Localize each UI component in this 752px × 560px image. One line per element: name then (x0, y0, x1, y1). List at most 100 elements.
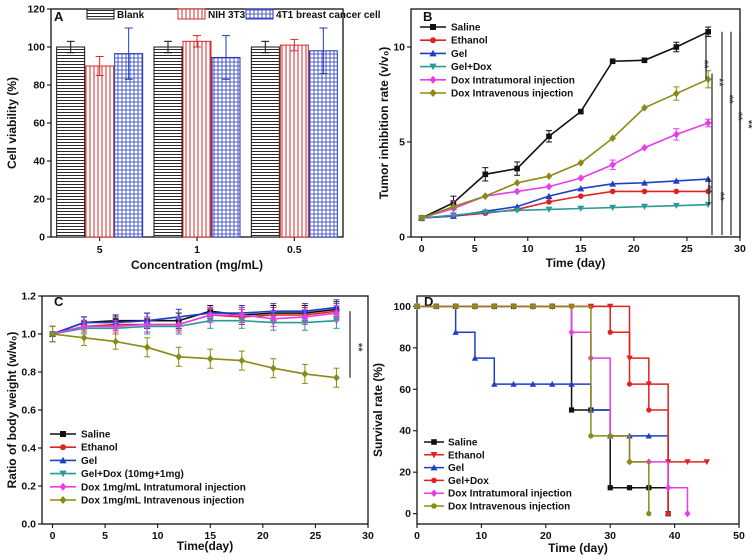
data-point-marker (609, 134, 616, 142)
bar-4t1 (211, 56, 241, 238)
series-line (421, 190, 709, 219)
legend-swatch (177, 8, 206, 20)
series-line (421, 31, 709, 219)
y-tick-label: 80 (399, 342, 411, 354)
x-tick-label: 25 (681, 243, 693, 255)
data-point-marker (672, 202, 680, 210)
data-point-marker (112, 322, 119, 331)
data-point-marker (481, 209, 489, 216)
y-tick-label: 0.4 (21, 443, 36, 455)
data-point-marker (673, 188, 680, 195)
legend-label: Gel+Dox (451, 62, 492, 73)
y-axis-title: Ratio of body weight (w/w₀) (5, 332, 19, 489)
data-point-marker (588, 433, 594, 439)
y-tick-label: 60 (399, 384, 411, 396)
data-point-marker (430, 489, 438, 497)
legend-label: Gel (451, 49, 467, 60)
data-point-marker (641, 203, 648, 210)
data-point-marker (684, 510, 691, 518)
data-point-marker (641, 104, 648, 112)
legend-label: NIH 3T3 cell (208, 10, 265, 21)
y-tick-label: 0.0 (21, 519, 36, 531)
data-point-marker (673, 130, 680, 139)
data-point-marker (704, 201, 712, 209)
panel-d-survival-chart: 0 10 20 30 40 50 0 20 40 60 80 100 Time (day) Surviva… (371, 294, 745, 555)
data-point-marker (431, 503, 437, 509)
plot-frame (416, 295, 740, 525)
legend-label: Gel+Dox (10mg+1mg) (81, 469, 184, 480)
data-point-marker (529, 380, 537, 387)
y-tick-label: 100 (27, 42, 45, 54)
legend-label: Blank (117, 10, 145, 21)
data-point-marker (270, 315, 277, 323)
x-tick-label: 0 (50, 530, 56, 542)
data-point-marker (430, 452, 438, 459)
x-tick-label: 25 (310, 530, 322, 542)
x-tick-label: 15 (575, 243, 587, 255)
data-point-marker (609, 188, 616, 195)
data-point-marker (143, 320, 151, 329)
x-tick-label: 15 (204, 530, 216, 542)
data-point-marker (206, 311, 214, 319)
bar-blank (56, 46, 86, 238)
data-point-marker (568, 303, 575, 309)
x-tick-label: 20 (257, 530, 269, 542)
data-point-marker (418, 214, 425, 222)
x-tick-label: 10 (152, 530, 164, 542)
data-point-marker (333, 373, 340, 382)
data-point-marker (60, 444, 66, 451)
x-tick-label: 1 (194, 244, 200, 256)
legend-label: Saline (448, 438, 478, 449)
data-point-marker (641, 143, 648, 152)
data-point-marker (270, 364, 277, 372)
data-point-marker (626, 459, 633, 465)
data-point-marker (143, 343, 151, 352)
legend-label: Ethanol (81, 443, 118, 454)
data-point-marker (510, 303, 517, 309)
y-tick-label: 0.6 (21, 405, 36, 417)
bar-nih3t3 (279, 44, 309, 238)
data-point-marker (546, 199, 552, 205)
y-tick-label: 20 (399, 467, 411, 479)
y-tick-label: 1.0 (21, 329, 36, 341)
x-tick-label: 10 (476, 530, 488, 542)
y-tick-label: 0 (405, 508, 411, 520)
series-line (421, 78, 709, 219)
x-tick-label: 50 (733, 530, 745, 542)
data-point-marker (333, 309, 340, 317)
y-tick-label: 1.2 (21, 291, 36, 303)
data-point-marker (673, 44, 680, 50)
data-point-marker (175, 353, 183, 361)
data-point-marker (431, 477, 437, 484)
y-tick-label: 0 (39, 232, 45, 244)
x-tick-label: 5 (472, 243, 478, 255)
data-point-marker (609, 204, 617, 211)
y-tick-label: 100 (393, 301, 411, 313)
data-point-marker (673, 89, 680, 98)
data-point-marker (704, 119, 712, 127)
y-tick-label: 80 (33, 80, 45, 92)
y-tick-label: 0.2 (21, 481, 36, 493)
y-tick-label: 20 (33, 194, 45, 206)
data-point-marker (577, 159, 585, 167)
data-point-marker (626, 381, 633, 387)
x-tick-label: 5 (102, 530, 108, 542)
data-point-marker (301, 370, 309, 378)
panel-letter: A (54, 9, 64, 24)
data-point-marker (665, 511, 671, 517)
y-tick-label: 40 (399, 425, 411, 437)
data-point-marker (545, 206, 553, 213)
data-point-marker (705, 29, 711, 35)
survival-step-line (417, 305, 650, 514)
data-point-marker (646, 511, 652, 517)
legend-swatch (86, 8, 115, 20)
data-point-marker (482, 171, 489, 178)
data-point-marker (577, 185, 585, 192)
legend-label: Gel (81, 456, 97, 467)
x-tick-label: 0 (414, 530, 420, 542)
data-point-marker (545, 182, 553, 191)
data-point-marker (429, 75, 437, 84)
data-point-marker (80, 322, 88, 331)
x-tick-label: 0.5 (287, 244, 302, 256)
significance-label: ** (713, 78, 725, 87)
